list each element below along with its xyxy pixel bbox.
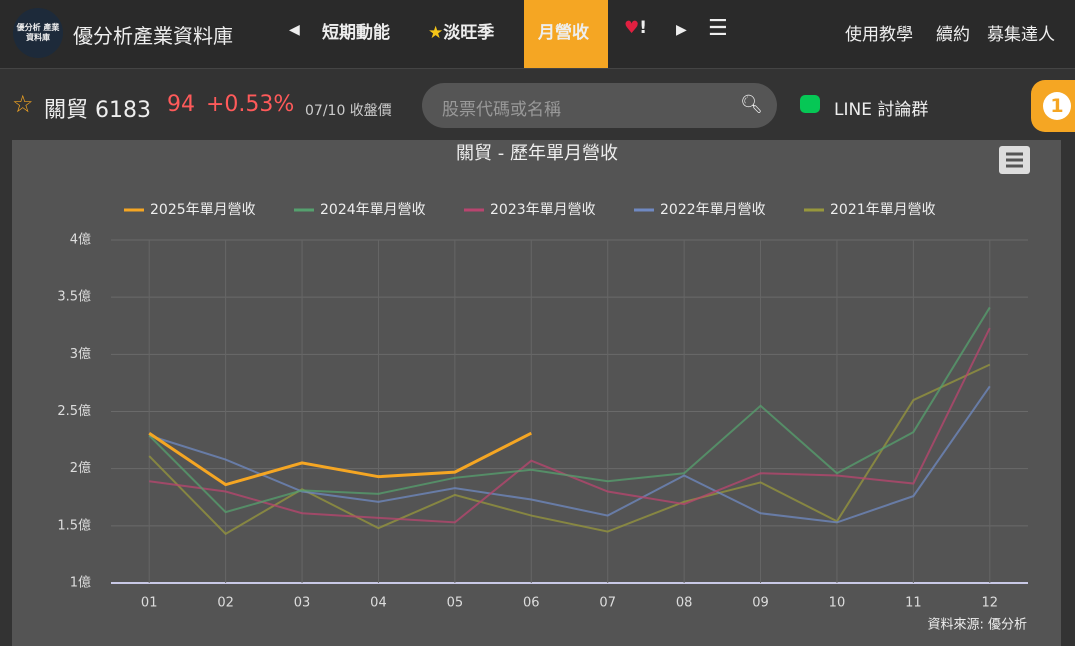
legend-label: 2022年單月營收 — [660, 202, 766, 218]
stock-date: 07/10 收盤價 — [305, 103, 392, 119]
link[interactable]: 續約 — [936, 25, 970, 45]
x-tick-label: 10 — [829, 596, 846, 611]
nav-right-arrow[interactable]: ▶ — [676, 22, 687, 38]
y-tick-label: 2.5億 — [57, 403, 91, 419]
nav-label: ! — [639, 18, 648, 38]
y-tick-label: 4億 — [70, 232, 91, 248]
x-tick-label: 07 — [599, 596, 616, 611]
y-tick-label: 3.5億 — [57, 289, 91, 305]
line-icon — [800, 95, 820, 113]
x-tick-label: 11 — [905, 596, 922, 611]
y-tick-label: 1億 — [70, 575, 91, 591]
legend-label: 2025年單月營收 — [150, 202, 256, 218]
chart-menu[interactable] — [999, 146, 1030, 174]
stock-price: 94 — [167, 92, 195, 117]
x-tick-label: 03 — [294, 596, 311, 611]
search-box[interactable] — [422, 83, 777, 128]
menu-icon[interactable]: ☰ — [708, 16, 728, 41]
x-tick-label: 06 — [523, 596, 540, 611]
series-line — [148, 385, 991, 524]
nav-item[interactable]: ★淡旺季 — [428, 18, 494, 43]
nav-item[interactable]: 月營收 — [538, 23, 589, 43]
y-tick-label: 2億 — [70, 460, 91, 476]
y-tick-label: 3億 — [70, 346, 91, 362]
search-placeholder: 股票代碼或名稱 — [442, 100, 561, 120]
x-tick-label: 12 — [982, 596, 999, 611]
x-tick-label: 08 — [676, 596, 693, 611]
nav-label: 淡旺季 — [443, 23, 495, 43]
menu-lines — [1006, 152, 1023, 168]
badge: 1 — [1043, 92, 1071, 120]
chart: 關貿 - 歷年單月營收 資料來源: 優分析 1億 1.5億 2億 2.5億 3億 3.5億… — [12, 140, 1061, 646]
link[interactable]: 使用教學 — [845, 25, 913, 45]
legend-label: 2024年單月營收 — [320, 202, 426, 218]
heart-icon: ♥ — [624, 18, 640, 38]
x-tick-label: 04 — [370, 596, 387, 611]
x-tick-label: 05 — [447, 596, 464, 611]
logo[interactable]: 優分析 產業資料庫 — [13, 8, 63, 58]
x-tick-label: 01 — [141, 596, 158, 611]
site-name[interactable]: 優分析產業資料庫 — [73, 24, 233, 48]
line-group[interactable]: LINE 討論群 — [834, 100, 929, 120]
nav-item[interactable]: 短期動能 — [322, 23, 390, 43]
series-line — [148, 306, 991, 514]
fav-star[interactable]: ☆ — [12, 90, 34, 118]
logo-text: 優分析 產業資料庫 — [16, 23, 60, 42]
y-tick-label: 1.5億 — [57, 517, 91, 533]
stock-change: +0.53% — [206, 92, 295, 117]
chart-title: 關貿 - 歷年單月營收 — [456, 143, 618, 164]
nav-left-arrow[interactable]: ◀ — [289, 22, 300, 38]
stock-name: 關貿 6183 — [44, 98, 151, 123]
legend-label: 2023年單月營收 — [490, 202, 596, 218]
source: 資料來源: 優分析 — [927, 618, 1027, 633]
legend-label: 2021年單月營收 — [830, 202, 936, 218]
chart-bg — [12, 140, 1061, 646]
x-tick-label: 09 — [752, 596, 769, 611]
series-line — [148, 431, 532, 487]
x-tick-label: 02 — [217, 596, 234, 611]
link[interactable]: 募集達人 — [987, 25, 1055, 45]
search-icon[interactable]: 🔍︎ — [740, 94, 763, 115]
nav-item[interactable]: ♥! — [624, 18, 647, 38]
nav-active[interactable] — [524, 0, 608, 68]
series-line — [148, 363, 991, 536]
star-icon: ★ — [428, 23, 444, 43]
